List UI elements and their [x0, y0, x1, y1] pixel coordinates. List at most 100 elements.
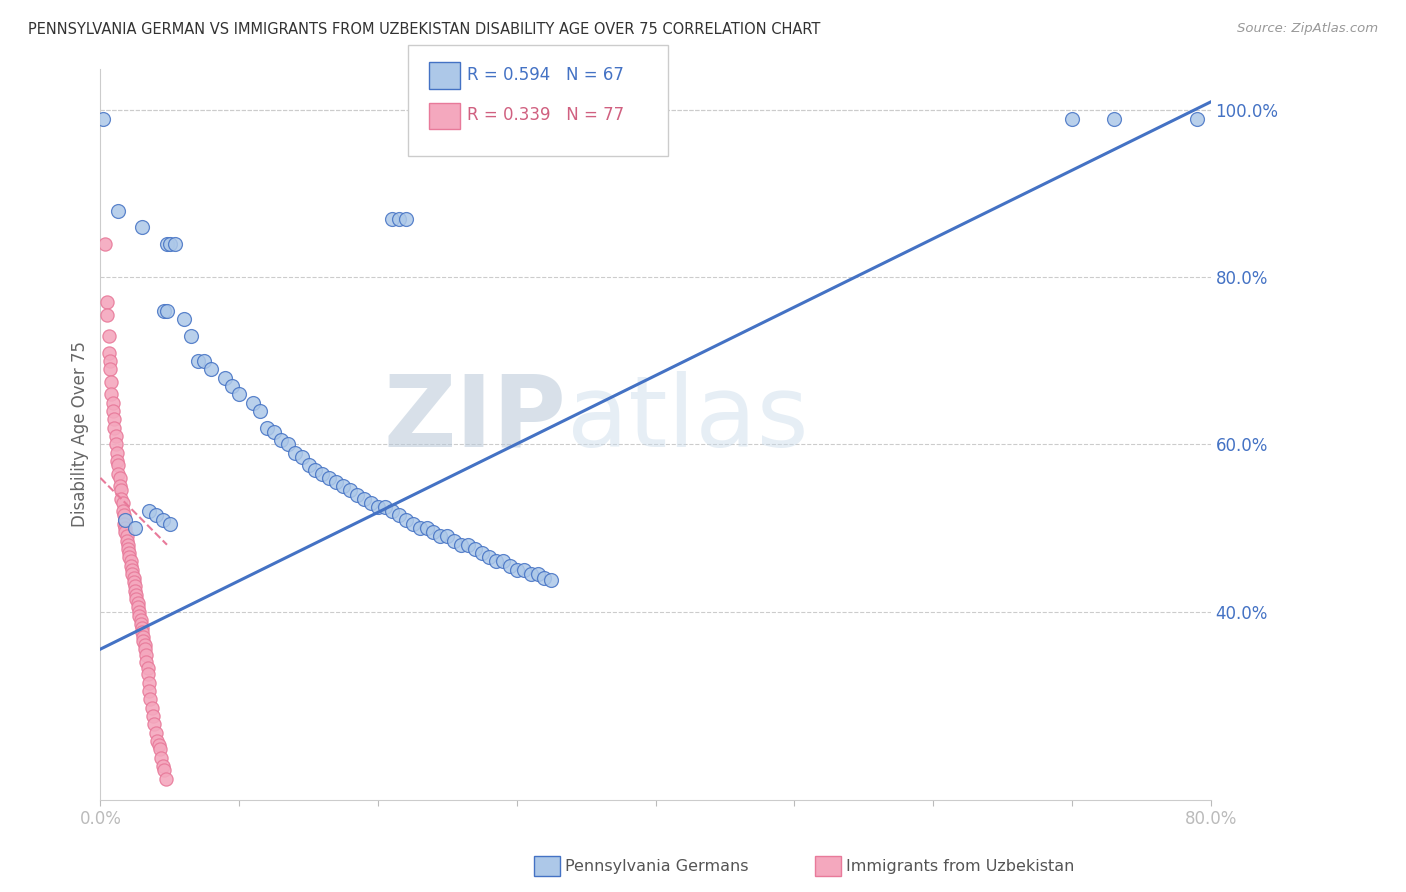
Point	[112, 516, 135, 531]
Point	[108, 479, 131, 493]
Text: R = 0.594   N = 67: R = 0.594 N = 67	[467, 66, 624, 84]
Point	[388, 508, 411, 523]
Point	[134, 638, 156, 652]
Point	[325, 475, 347, 489]
Point	[97, 329, 120, 343]
Point	[173, 312, 195, 326]
Point	[575, 112, 598, 126]
Point	[149, 742, 172, 756]
Text: ZIP: ZIP	[384, 371, 567, 468]
Point	[152, 513, 174, 527]
Point	[107, 458, 129, 473]
Point	[108, 471, 131, 485]
Point	[464, 541, 486, 556]
Point	[121, 563, 143, 577]
Point	[395, 513, 418, 527]
Point	[143, 717, 166, 731]
Point	[153, 764, 176, 778]
Point	[401, 516, 423, 531]
Point	[159, 516, 181, 531]
Point	[153, 303, 176, 318]
Point	[304, 462, 326, 476]
Point	[156, 303, 179, 318]
Point	[374, 500, 396, 515]
Point	[104, 437, 127, 451]
Point	[103, 421, 125, 435]
Point	[120, 554, 142, 568]
Point	[120, 558, 142, 573]
Point	[450, 538, 472, 552]
Point	[1185, 112, 1208, 126]
Point	[115, 529, 138, 543]
Point	[98, 354, 121, 368]
Point	[107, 203, 129, 218]
Point	[506, 563, 529, 577]
Point	[249, 404, 271, 418]
Point	[138, 504, 160, 518]
Text: Source: ZipAtlas.com: Source: ZipAtlas.com	[1237, 22, 1378, 36]
Point	[485, 554, 508, 568]
Point	[110, 491, 132, 506]
Point	[91, 112, 114, 126]
Point	[311, 467, 333, 481]
Point	[98, 362, 121, 376]
Point	[127, 600, 149, 615]
Point	[125, 588, 148, 602]
Point	[105, 446, 128, 460]
Point	[165, 236, 187, 251]
Point	[103, 412, 125, 426]
Point	[142, 709, 165, 723]
Point	[136, 661, 159, 675]
Point	[367, 500, 389, 515]
Point	[519, 566, 541, 581]
Point	[128, 605, 150, 619]
Text: PENNSYLVANIA GERMAN VS IMMIGRANTS FROM UZBEKISTAN DISABILITY AGE OVER 75 CORRELA: PENNSYLVANIA GERMAN VS IMMIGRANTS FROM U…	[28, 22, 821, 37]
Text: Immigrants from Uzbekistan: Immigrants from Uzbekistan	[846, 859, 1074, 873]
Point	[132, 630, 155, 644]
Point	[499, 558, 522, 573]
Point	[353, 491, 375, 506]
Point	[105, 454, 128, 468]
Point	[127, 596, 149, 610]
Point	[339, 483, 361, 498]
Point	[332, 479, 354, 493]
Point	[114, 525, 136, 540]
Point	[148, 738, 170, 752]
Point	[533, 571, 555, 585]
Point	[121, 566, 143, 581]
Point	[152, 759, 174, 773]
Point	[117, 538, 139, 552]
Point	[512, 563, 534, 577]
Point	[111, 496, 134, 510]
Point	[457, 538, 479, 552]
Point	[97, 345, 120, 359]
Point	[381, 504, 404, 518]
Point	[408, 521, 430, 535]
Text: Pennsylvania Germans: Pennsylvania Germans	[565, 859, 749, 873]
Point	[117, 541, 139, 556]
Point	[186, 354, 208, 368]
Point	[159, 236, 181, 251]
Point	[128, 608, 150, 623]
Point	[145, 725, 167, 739]
Point	[540, 573, 562, 587]
Point	[101, 395, 124, 409]
Point	[381, 211, 404, 226]
Point	[145, 508, 167, 523]
Point	[256, 421, 278, 435]
Point	[114, 521, 136, 535]
Point	[122, 575, 145, 590]
Point	[193, 354, 215, 368]
Point	[360, 496, 382, 510]
Point	[214, 370, 236, 384]
Point	[388, 211, 411, 226]
Point	[136, 667, 159, 681]
Point	[1102, 112, 1125, 126]
Point	[132, 633, 155, 648]
Point	[1060, 112, 1083, 126]
Point	[96, 295, 118, 310]
Text: atlas: atlas	[567, 371, 808, 468]
Point	[443, 533, 465, 548]
Point	[112, 508, 135, 523]
Point	[124, 583, 146, 598]
